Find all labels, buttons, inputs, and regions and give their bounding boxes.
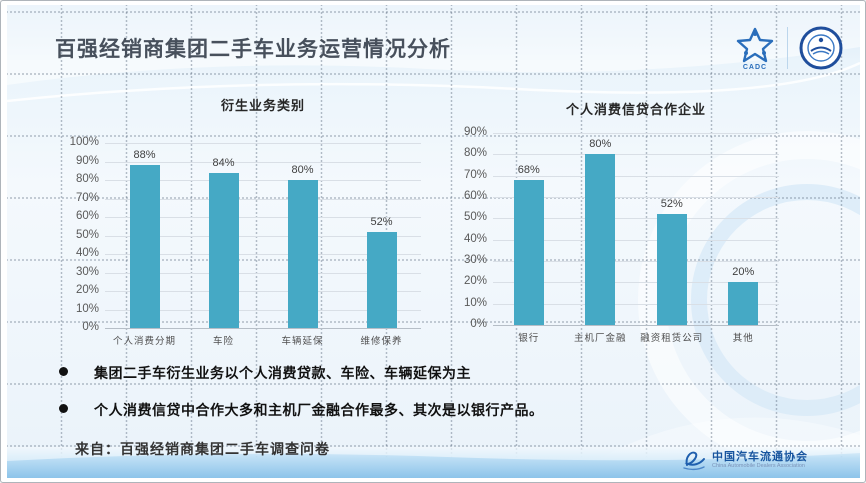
y-axis-label: 90%	[463, 126, 487, 138]
bottom-band	[7, 447, 860, 478]
y-axis-label: 0%	[82, 321, 99, 333]
gridline	[493, 240, 779, 241]
y-axis-label: 50%	[463, 211, 487, 224]
band-wave	[7, 447, 860, 461]
bar	[513, 179, 544, 325]
cadc-label: CADC	[742, 63, 768, 71]
derivative-business-chart: 衍生业务类别 0% 10% 20% 30% 40% 50% 60% 70% 80% 90% 100%…	[70, 97, 421, 347]
bar	[585, 154, 616, 325]
y-axis-label: 100%	[69, 136, 99, 148]
bar	[366, 231, 397, 328]
bullet-marker-icon	[59, 367, 68, 376]
gridline	[493, 261, 779, 262]
gridline	[105, 273, 421, 274]
x-axis-label: 银行	[518, 333, 540, 344]
y-axis-label: 10%	[75, 302, 99, 315]
y-axis-label: 80%	[463, 147, 487, 160]
bar	[656, 214, 687, 325]
x-axis-label: 融资租赁公司	[640, 333, 704, 344]
association-logo: 中国汽车流通协会 China Automobile Dealers Associ…	[681, 449, 808, 471]
gridline	[105, 180, 421, 181]
slide: 百强经销商集团二手车业务运营情况分析 衍生业务类别 0% 10% 20% 30% 40%…	[7, 5, 860, 478]
association-emblem-icon	[799, 26, 843, 70]
x-axis-label: 车辆延保	[281, 336, 324, 347]
gridline	[493, 304, 779, 305]
page-title: 百强经销商集团二手车业务运营情况分析	[55, 38, 451, 61]
y-axis-label: 10%	[463, 296, 487, 309]
bullet-list: 集团二手车衍生业务以个人消费贷款、车险、车辆延保为主 个人消费信贷中合作大多和主…	[59, 363, 544, 437]
bar	[287, 180, 318, 328]
y-axis-label: 70%	[75, 191, 99, 204]
chart-title: 衍生业务类别	[220, 98, 305, 113]
y-axis-label: 20%	[75, 284, 99, 296]
x-axis-label: 车险	[212, 336, 234, 347]
bar-value-label: 20%	[732, 266, 755, 279]
bar-value-label: 52%	[660, 198, 683, 211]
x-axis-label: 其他	[732, 333, 754, 344]
x-axis-label: 维修保养	[360, 336, 403, 347]
bullet-item: 集团二手车衍生业务以个人消费贷款、车险、车辆延保为主	[59, 363, 544, 383]
y-axis-label: 30%	[463, 254, 487, 266]
gridline	[105, 217, 421, 218]
association-name-en: China Automobile Dealers Association	[712, 463, 805, 470]
bar-value-label: 68%	[517, 163, 540, 176]
y-axis-label: 80%	[75, 173, 99, 185]
bar-value-label: 80%	[291, 164, 314, 176]
y-axis-label: 50%	[75, 228, 99, 241]
y-axis-label: 20%	[463, 275, 487, 288]
cadc-star-icon	[736, 27, 774, 62]
bar	[728, 282, 759, 325]
gridline	[493, 197, 779, 198]
gridline	[493, 176, 779, 177]
source-note: 来自：百强经销商集团二手车调查问卷	[75, 441, 330, 457]
y-axis-label: 60%	[75, 210, 99, 222]
gridline	[105, 143, 421, 144]
gridline	[105, 162, 421, 163]
y-axis-label: 30%	[75, 265, 99, 278]
cadc-logo: CADC	[733, 26, 777, 71]
gridline	[105, 236, 421, 237]
gridline	[105, 310, 421, 311]
y-axis-label: 70%	[463, 168, 487, 181]
bar-value-label: 88%	[133, 149, 156, 162]
x-axis-label: 个人消费分期	[112, 336, 176, 347]
x-axis-label: 主机厂金融	[573, 333, 627, 344]
association-swoosh-icon	[683, 451, 705, 471]
gridline	[493, 325, 779, 326]
chart-title: 个人消费信贷合作企业	[565, 102, 706, 117]
plot-area: 0% 10% 20% 30% 40% 50% 60% 70% 80% 90% 100% 88% 个人消费…	[70, 136, 421, 347]
consumer-credit-partners-chart: 个人消费信贷合作企业 0% 10% 20% 30% 40% 50% 60% 70% 80% 90%…	[464, 101, 779, 344]
bullet-item: 个人消费信贷中合作大多和主机厂金融合作最多、其次是以银行产品。	[59, 400, 544, 420]
bar	[208, 172, 239, 328]
association-name: 中国汽车流通协会	[712, 450, 808, 463]
bar-value-label: 84%	[212, 156, 235, 169]
bar	[129, 165, 160, 328]
bullet-marker-icon	[59, 404, 68, 413]
y-axis-label: 0%	[470, 318, 487, 330]
logo-divider	[787, 27, 788, 69]
gridline	[105, 254, 421, 255]
gridline	[493, 218, 779, 219]
bar-value-label: 80%	[589, 138, 612, 151]
bar-value-label: 52%	[370, 215, 393, 228]
gridline	[105, 291, 421, 292]
bullet-text: 集团二手车衍生业务以个人消费贷款、车险、车辆延保为主	[94, 365, 471, 381]
gridline	[105, 199, 421, 200]
plot-area: 0% 10% 20% 30% 40% 50% 60% 70% 80% 90% 68% 银行 80% 主机厂…	[464, 126, 779, 344]
y-axis-label: 40%	[75, 247, 99, 259]
gridline	[105, 328, 421, 329]
gridline	[493, 154, 779, 155]
y-axis-label: 60%	[463, 190, 487, 202]
gridline	[493, 282, 779, 283]
bullet-text: 个人消费信贷中合作大多和主机厂金融合作最多、其次是以银行产品。	[94, 402, 544, 418]
gridline	[493, 133, 779, 134]
logo-group: CADC	[733, 25, 844, 71]
y-axis-label: 90%	[75, 154, 99, 167]
y-axis-label: 40%	[463, 232, 487, 245]
association-text: 中国汽车流通协会 China Automobile Dealers Associ…	[712, 451, 808, 469]
